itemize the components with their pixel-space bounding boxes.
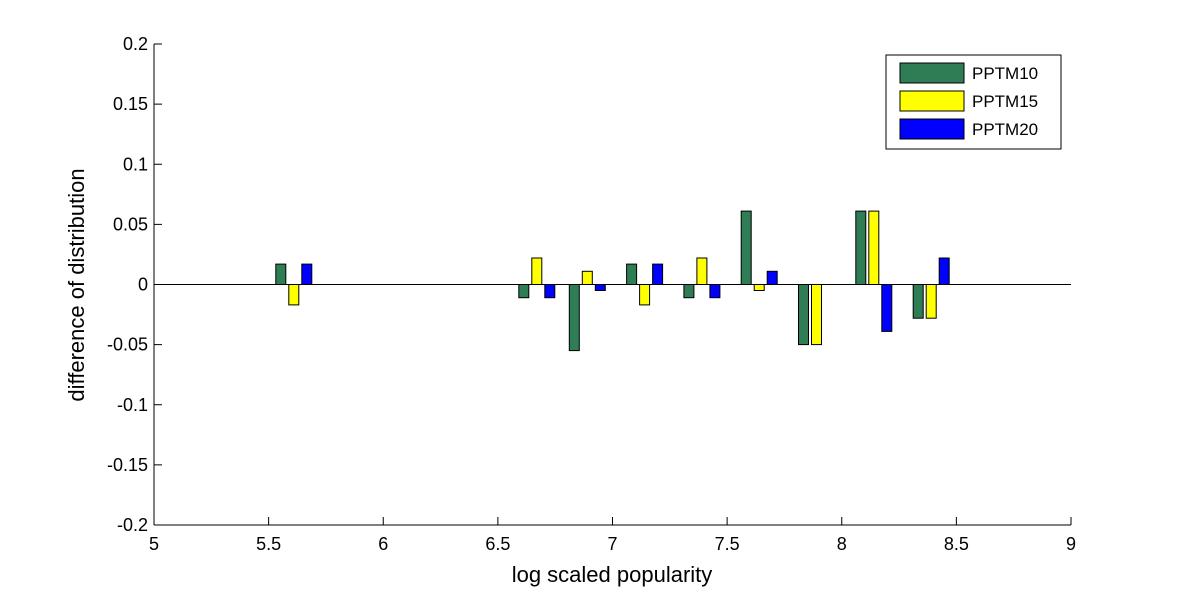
x-tick-label: 8.5 bbox=[944, 534, 969, 554]
legend-swatch-pptm20 bbox=[899, 118, 965, 140]
legend-swatch-pptm15 bbox=[899, 90, 965, 112]
bar-pptm20 bbox=[709, 284, 721, 299]
bar-pptm20 bbox=[544, 284, 556, 299]
y-tick-label: -0.05 bbox=[107, 335, 148, 355]
bar-pptm10 bbox=[683, 284, 695, 299]
bar-pptm20 bbox=[938, 257, 950, 285]
bar-pptm10 bbox=[626, 263, 638, 286]
legend-label-pptm10: PPTM10 bbox=[972, 64, 1038, 83]
bar-pptm15 bbox=[288, 284, 300, 306]
bar-pptm20 bbox=[594, 284, 606, 291]
y-tick-label: 0.15 bbox=[113, 94, 148, 114]
bar-pptm15 bbox=[753, 284, 765, 291]
y-tick-label: 0.05 bbox=[113, 214, 148, 234]
bar-pptm15 bbox=[811, 284, 822, 346]
x-tick-label: 5 bbox=[149, 534, 159, 554]
bar-pptm20 bbox=[881, 284, 893, 332]
x-tick-label: 7.5 bbox=[715, 534, 740, 554]
bar-pptm10 bbox=[798, 284, 809, 346]
bar-pptm15 bbox=[581, 270, 593, 285]
x-tick-label: 5.5 bbox=[256, 534, 281, 554]
y-tick-label: 0 bbox=[138, 275, 148, 295]
bar-pptm20 bbox=[766, 270, 778, 285]
y-tick-label: -0.2 bbox=[117, 515, 148, 535]
bar-pptm15 bbox=[639, 284, 651, 306]
bar-pptm20 bbox=[652, 263, 664, 286]
x-tick-label: 6.5 bbox=[485, 534, 510, 554]
x-tick-label: 8 bbox=[837, 534, 847, 554]
x-tick-label: 7 bbox=[607, 534, 617, 554]
bar-pptm15 bbox=[531, 257, 543, 285]
bar-pptm10 bbox=[855, 210, 867, 286]
legend-label-pptm20: PPTM20 bbox=[972, 120, 1038, 139]
legend-label-pptm15: PPTM15 bbox=[972, 92, 1038, 111]
legend-swatch-pptm10 bbox=[899, 62, 965, 84]
bar-pptm15 bbox=[696, 257, 708, 285]
y-tick-label: 0.1 bbox=[123, 154, 148, 174]
x-tick-label: 9 bbox=[1066, 534, 1076, 554]
bar-pptm20 bbox=[301, 263, 313, 286]
bar-pptm10 bbox=[275, 263, 287, 286]
x-tick-label: 6 bbox=[378, 534, 388, 554]
y-tick-label: -0.1 bbox=[117, 395, 148, 415]
x-axis-title: log scaled popularity bbox=[512, 562, 713, 587]
bar-pptm10 bbox=[912, 284, 924, 319]
y-axis-title: difference of distribution bbox=[64, 168, 89, 401]
bar-pptm15 bbox=[925, 284, 937, 319]
bar-pptm15 bbox=[868, 210, 880, 286]
bar-pptm10 bbox=[568, 284, 580, 352]
axes-group: 5 5.5 6 6.5 7 7.5 8 8.5 9 0.2 0.15 0.1 0.05 0 -0.05 -0.… bbox=[107, 34, 1076, 554]
y-tick-label: 0.2 bbox=[123, 34, 148, 54]
bar-pptm10 bbox=[740, 210, 752, 286]
legend: PPTM10 PPTM15 PPTM20 bbox=[885, 54, 1062, 150]
y-tick-label: -0.15 bbox=[107, 455, 148, 475]
bar-pptm10 bbox=[518, 284, 530, 299]
